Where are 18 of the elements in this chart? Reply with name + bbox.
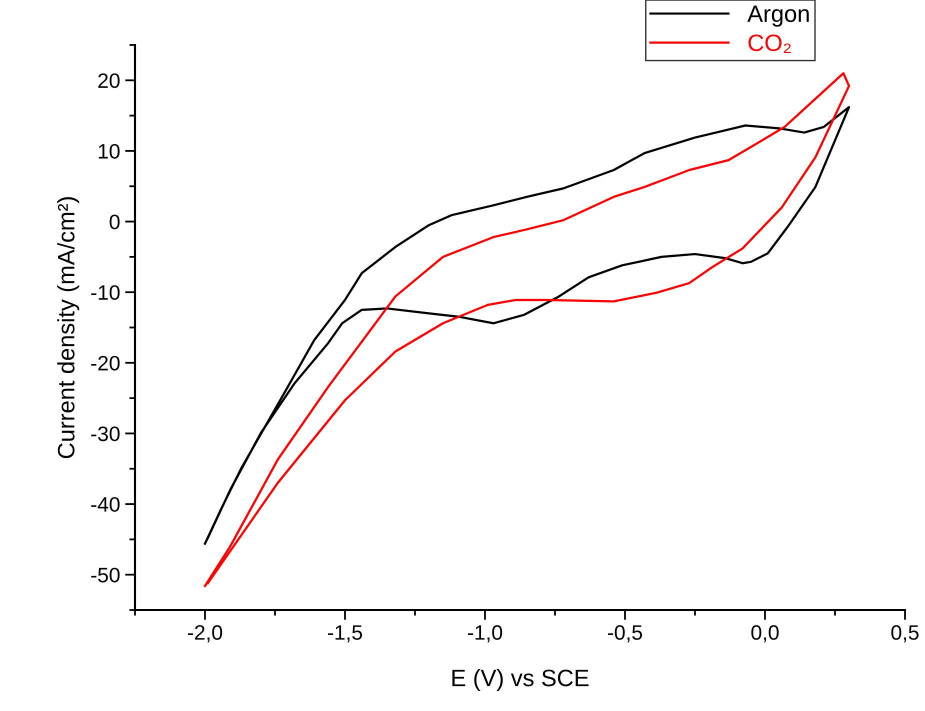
- x-tick-label: -1,0: [468, 625, 502, 642]
- y-tick-label: -40: [91, 497, 120, 512]
- legend-label: Argon: [747, 6, 809, 27]
- y-tick-label: -10: [91, 285, 120, 300]
- y-tick-label: -30: [91, 426, 120, 442]
- y-tick-label: -20: [91, 356, 120, 371]
- x-tick-label: 0,0: [751, 625, 779, 642]
- y-tick-label: 20: [98, 73, 120, 88]
- x-tick-label: -1,5: [328, 625, 362, 642]
- x-tick-label: 0,5: [891, 625, 919, 642]
- legend-label: CO₂: [748, 34, 791, 53]
- x-tick-label: -0,5: [608, 625, 642, 642]
- y-tick-label: -50: [91, 568, 120, 582]
- x-axis-title: E (V) vs SCE: [452, 669, 589, 692]
- y-axis-title: Current density (mA/cm²): [57, 197, 80, 458]
- y-tick-label: 0: [110, 214, 120, 230]
- y-tick-label: 10: [98, 144, 120, 159]
- x-tick-label: -2,0: [188, 625, 222, 642]
